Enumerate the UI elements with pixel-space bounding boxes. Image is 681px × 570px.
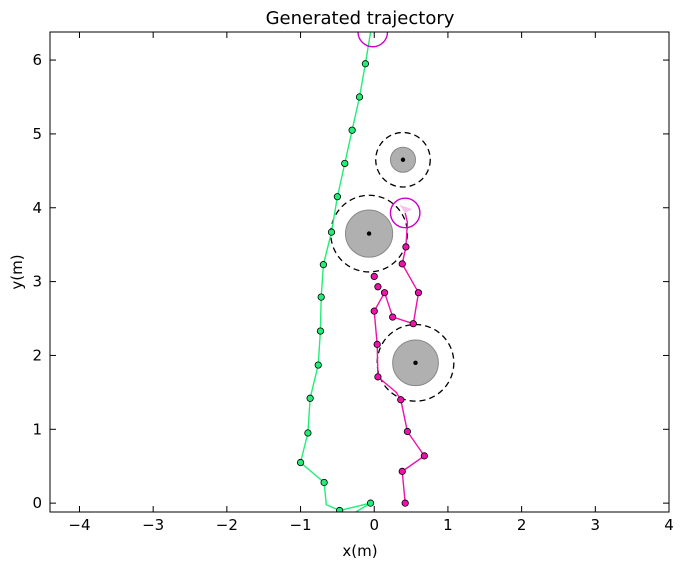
trajectory-point-2 bbox=[398, 260, 406, 268]
trajectory-point-1 bbox=[327, 228, 336, 236]
trajectory-point-1 bbox=[306, 394, 314, 402]
agent-circle-2 bbox=[389, 197, 421, 229]
trajectory-point-2 bbox=[370, 307, 378, 315]
y-tick-label: 4 bbox=[32, 199, 42, 217]
x-tick-label: −4 bbox=[68, 516, 90, 534]
plot-frame bbox=[49, 31, 670, 513]
trajectory-point-1 bbox=[336, 506, 344, 512]
y-tick-label: 6 bbox=[32, 51, 42, 69]
x-tick-label: 0 bbox=[369, 516, 379, 534]
trajectory-point-2 bbox=[389, 313, 397, 321]
trajectory-line-1 bbox=[299, 32, 372, 512]
trajectory-point-1 bbox=[296, 458, 305, 467]
obstacle-safety-ring bbox=[375, 131, 431, 188]
x-axis: −4 −3 −2 −1 0 1 2 3 4 bbox=[68, 32, 674, 534]
y-tick-label: 2 bbox=[32, 346, 42, 364]
trajectory-point-2 bbox=[380, 289, 389, 297]
trajectory-point-1 bbox=[317, 293, 325, 301]
trajectory-point-1 bbox=[304, 429, 312, 437]
x-tick-label: 3 bbox=[591, 516, 601, 534]
x-tick-label: −1 bbox=[289, 516, 311, 534]
x-tick-label: −3 bbox=[142, 516, 164, 534]
trajectory-point-2 bbox=[374, 373, 382, 381]
trajectory-point-2 bbox=[370, 272, 378, 281]
trajectory-point-2 bbox=[409, 320, 417, 328]
trajectory-point-1 bbox=[348, 126, 356, 134]
trajectory-point-2 bbox=[420, 452, 428, 460]
trajectory-point-1 bbox=[319, 261, 327, 269]
trajectory-point-2 bbox=[398, 467, 406, 475]
trajectory-point-2 bbox=[401, 499, 409, 507]
x-tick-label: 4 bbox=[664, 516, 674, 534]
trajectory-point-2 bbox=[403, 427, 411, 436]
trajectory-point-2 bbox=[397, 396, 405, 404]
obstacle-center bbox=[400, 157, 406, 162]
y-axis-label: y(m) bbox=[8, 254, 26, 289]
trajectory-point-2 bbox=[374, 283, 382, 291]
trajectory-point-2 bbox=[414, 289, 423, 297]
agent-heading-wedge bbox=[399, 204, 413, 213]
chart-title: Generated trajectory bbox=[266, 8, 455, 29]
x-axis-label: x(m) bbox=[342, 542, 377, 560]
y-tick-label: 5 bbox=[32, 125, 42, 143]
y-axis: 0 1 2 3 4 5 6 bbox=[32, 51, 669, 512]
trajectory-point-1 bbox=[341, 159, 349, 168]
trajectory-point-2 bbox=[373, 340, 381, 348]
x-tick-label: 1 bbox=[443, 516, 453, 534]
y-tick-label: 3 bbox=[32, 273, 42, 291]
trajectory-point-1 bbox=[333, 193, 341, 201]
trajectory-point-1 bbox=[355, 93, 364, 101]
trajectory-point-2 bbox=[402, 243, 410, 251]
y-tick-label: 1 bbox=[32, 420, 42, 438]
x-tick-label: 2 bbox=[517, 516, 527, 534]
y-tick-label: 0 bbox=[32, 494, 42, 512]
trajectory-point-1 bbox=[361, 60, 369, 68]
plot-area bbox=[296, 32, 455, 512]
trajectory-point-1 bbox=[316, 327, 325, 335]
x-tick-label: −2 bbox=[216, 516, 238, 534]
trajectory-point-1 bbox=[320, 478, 328, 487]
obstacle-center bbox=[413, 360, 418, 366]
obstacle-center bbox=[366, 231, 372, 236]
trajectory-point-1 bbox=[366, 499, 375, 507]
trajectory-point-1 bbox=[314, 361, 322, 369]
